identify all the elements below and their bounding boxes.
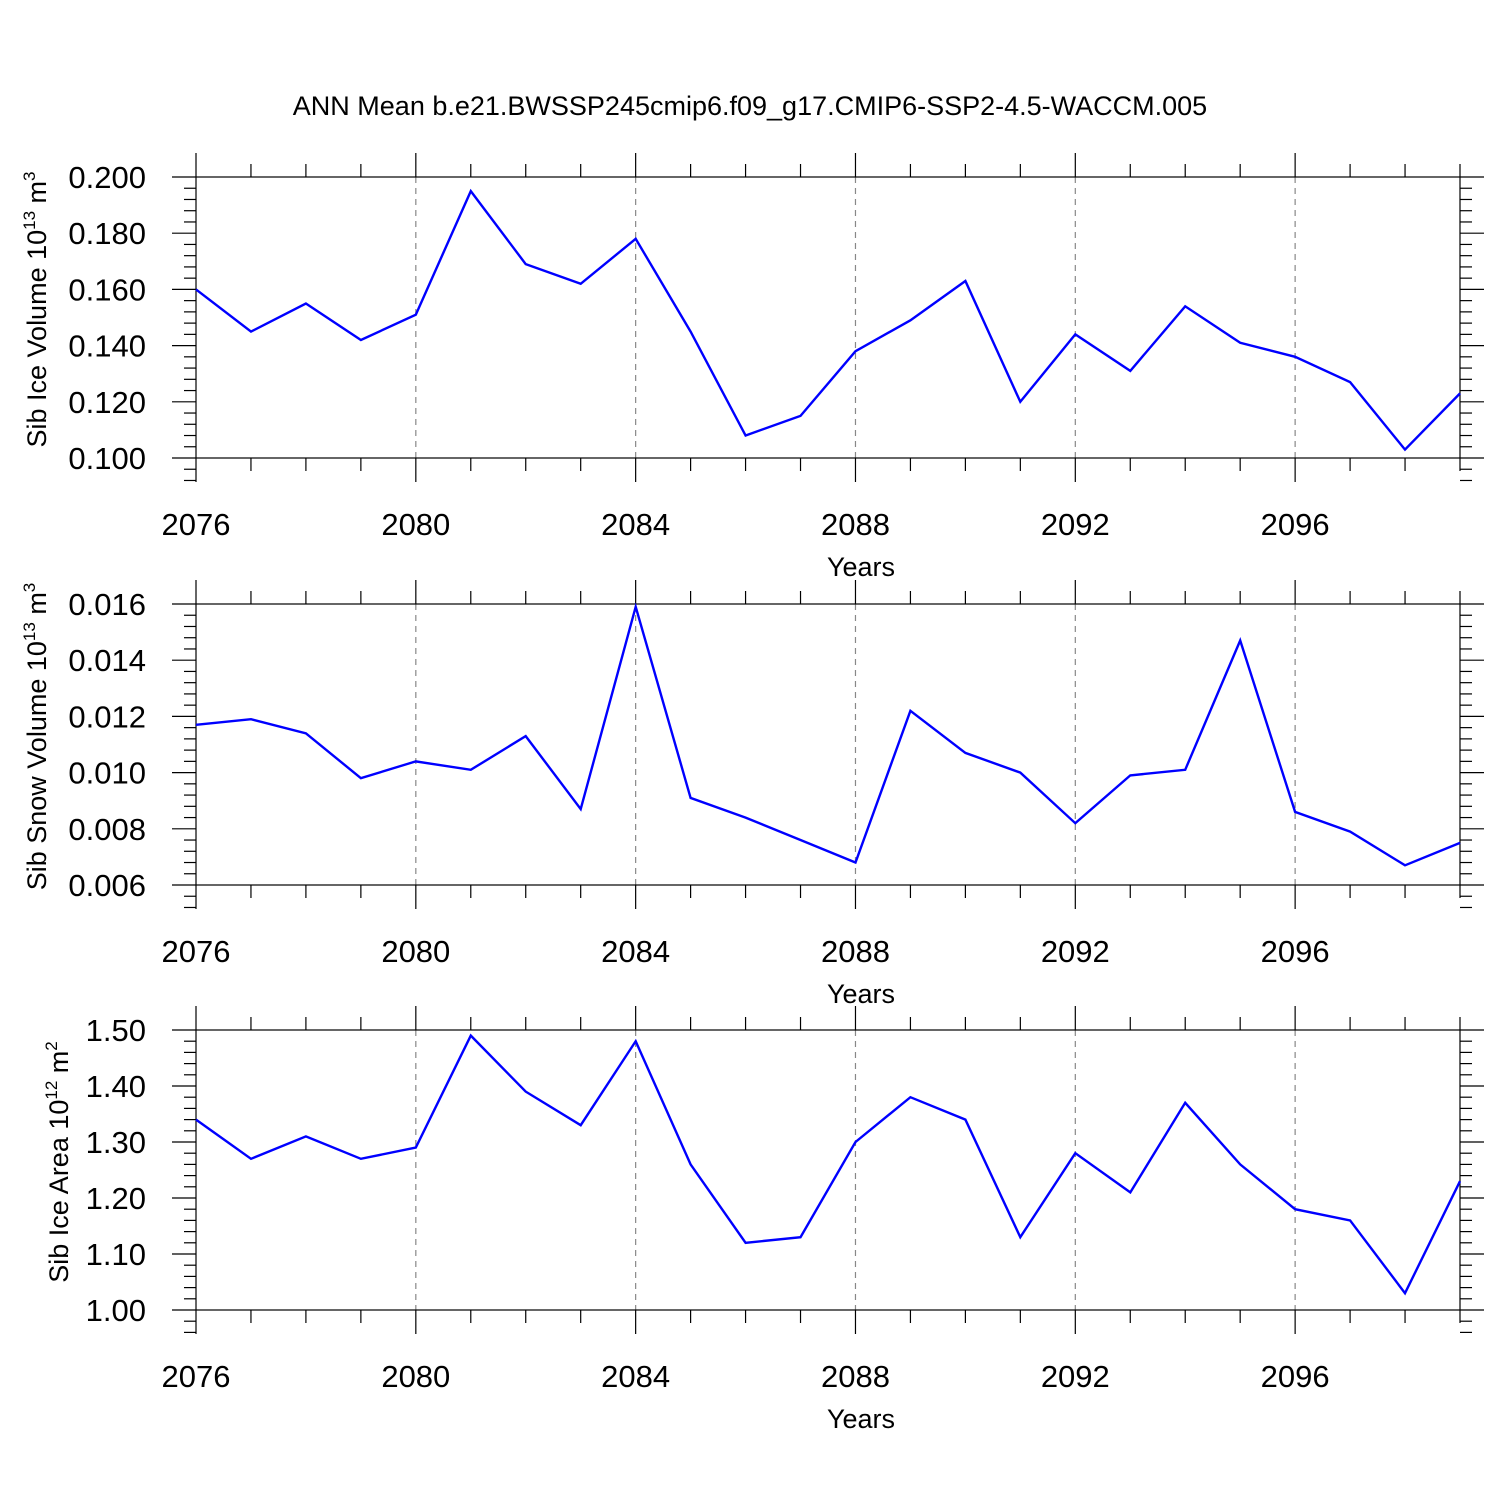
figure-title: ANN Mean b.e21.BWSSP245cmip6.f09_g17.CMI… bbox=[293, 91, 1207, 121]
y-tick-label: 0.160 bbox=[68, 272, 146, 307]
x-tick-label: 2088 bbox=[821, 934, 890, 969]
y-tick-label: 1.30 bbox=[86, 1125, 146, 1160]
y-tick-label: 0.010 bbox=[68, 756, 146, 791]
panel-1: 0.100 0.120 0.140 0.160 0.180 0.200 2076 2080 20… bbox=[20, 153, 1484, 582]
x-tick-label: 2096 bbox=[1261, 1359, 1330, 1394]
x-axis-label: Years bbox=[827, 1404, 895, 1434]
series-line bbox=[195, 602, 1461, 867]
y-axis-label: Sib Ice Area 1012 m2 bbox=[42, 1041, 74, 1283]
x-tick-label: 2092 bbox=[1041, 1359, 1110, 1394]
x-tick-label: 2084 bbox=[601, 507, 670, 542]
y-tick-label: 1.10 bbox=[86, 1237, 146, 1272]
y-axis-label: Sib Ice Volume 1013 m3 bbox=[20, 171, 52, 447]
x-tick-label: 2076 bbox=[162, 934, 231, 969]
plot-frame bbox=[195, 176, 1461, 459]
x-tick-label: 2076 bbox=[162, 1359, 231, 1394]
x-tick-label: 2084 bbox=[601, 934, 670, 969]
y-tick-label: 0.100 bbox=[68, 441, 146, 476]
y-tick-label: 0.008 bbox=[68, 812, 146, 847]
x-tick-label: 2092 bbox=[1041, 934, 1110, 969]
y-tick-label: 1.40 bbox=[86, 1069, 146, 1104]
x-tick-label: 2092 bbox=[1041, 507, 1110, 542]
y-tick-label: 0.014 bbox=[68, 643, 146, 678]
x-tick-label: 2096 bbox=[1261, 934, 1330, 969]
x-tick-label: 2084 bbox=[601, 1359, 670, 1394]
y-tick-label: 0.140 bbox=[68, 329, 146, 364]
y-tick-label: 1.50 bbox=[86, 1013, 146, 1048]
x-tick-label: 2076 bbox=[162, 507, 231, 542]
x-tick-label: 2080 bbox=[381, 507, 450, 542]
y-axis-label: Sib Snow Volume 1013 m3 bbox=[20, 583, 52, 891]
y-tick-label: 1.20 bbox=[86, 1181, 146, 1216]
x-tick-label: 2080 bbox=[381, 934, 450, 969]
x-tick-label: 2080 bbox=[381, 1359, 450, 1394]
x-tick-label: 2088 bbox=[821, 507, 890, 542]
x-tick-label: 2096 bbox=[1261, 507, 1330, 542]
y-tick-label: 0.180 bbox=[68, 216, 146, 251]
x-tick-label: 2088 bbox=[821, 1359, 890, 1394]
y-tick-label: 1.00 bbox=[86, 1293, 146, 1328]
series-line bbox=[195, 1033, 1462, 1296]
x-axis-label: Years bbox=[827, 979, 895, 1009]
y-tick-label: 0.006 bbox=[68, 868, 146, 903]
plot-frame bbox=[195, 603, 1461, 886]
panel-2: 0.006 0.008 0.010 0.012 0.014 0.016 2076 2080 20… bbox=[20, 580, 1484, 1009]
series-line bbox=[195, 188, 1461, 452]
y-tick-label: 0.012 bbox=[68, 699, 146, 734]
x-axis-label: Years bbox=[827, 552, 895, 582]
plot-frame bbox=[195, 1029, 1461, 1311]
y-tick-label: 0.016 bbox=[68, 587, 146, 622]
panel-3: 1.00 1.10 1.20 1.30 1.40 1.50 2076 2080 2084 2088… bbox=[42, 1006, 1484, 1434]
y-tick-label: 0.120 bbox=[68, 385, 146, 420]
y-tick-label: 0.200 bbox=[68, 160, 146, 195]
